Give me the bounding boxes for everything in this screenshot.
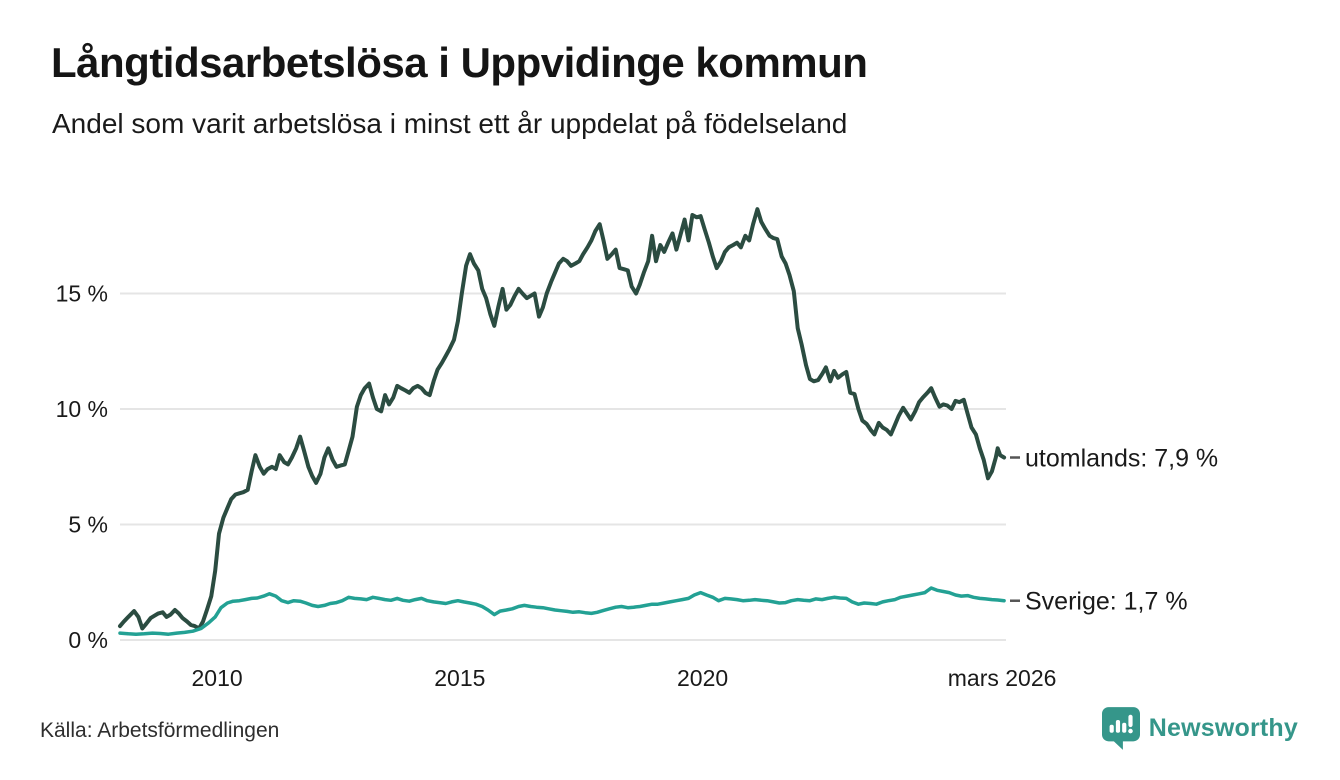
y-tick-label-1: 5 % xyxy=(68,512,108,538)
newsworthy-pin-icon xyxy=(1101,706,1140,751)
end-label-utomlands: utomlands: 7,9 % xyxy=(1025,445,1218,473)
newsworthy-logo: Newsworthy xyxy=(1101,706,1298,751)
y-tick-label-3: 15 % xyxy=(56,281,108,307)
series-line-Sverige xyxy=(118,586,1006,636)
x-tick-label-3: mars 2026 xyxy=(948,665,1057,691)
x-tick-label-1: 2015 xyxy=(434,665,485,691)
newsworthy-wordmark: Newsworthy xyxy=(1148,714,1298,742)
gridlines-layer xyxy=(120,292,1006,641)
x-tick-label-2: 2020 xyxy=(677,665,728,691)
y-tick-label-0: 0 % xyxy=(68,627,108,653)
series-lines-layer xyxy=(118,207,1007,636)
chart-header: Långtidsarbetslösa i Uppvidinge kommun A… xyxy=(51,39,1291,140)
y-tick-label-2: 10 % xyxy=(56,396,108,422)
page-title: Långtidsarbetslösa i Uppvidinge kommun xyxy=(51,39,868,86)
page-subtitle: Andel som varit arbetslösa i minst ett å… xyxy=(52,108,848,140)
end-label-Sverige: Sverige: 1,7 % xyxy=(1025,588,1188,616)
series-line-utomlands xyxy=(118,207,1007,631)
end-label-annotations-layer: utomlands: 7,9 % Sverige: 1,7 % xyxy=(1010,445,1218,616)
x-tick-label-0: 2010 xyxy=(192,665,243,691)
y-axis-tick-labels: 0 % 5 % 10 % 15 % xyxy=(56,281,108,654)
source-note: Källa: Arbetsförmedlingen xyxy=(40,719,280,742)
x-axis-tick-labels: 2010 2015 2020 mars 2026 xyxy=(192,665,1057,691)
